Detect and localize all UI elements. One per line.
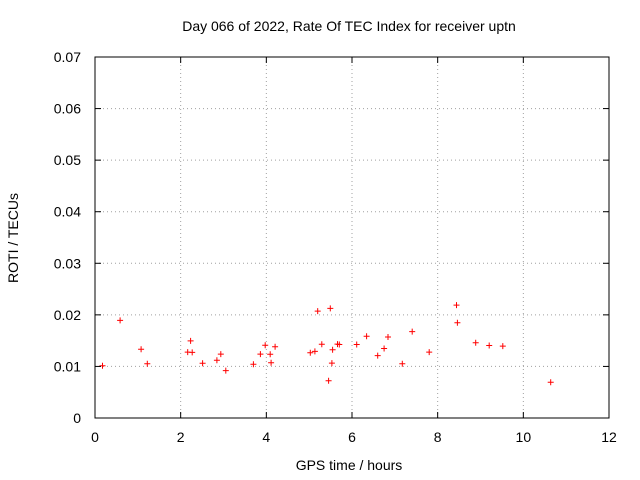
y-tick-label: 0 [73, 410, 81, 426]
x-tick-label: 2 [177, 429, 185, 445]
y-tick-label: 0.03 [54, 255, 81, 271]
y-tick-label: 0.01 [54, 358, 81, 374]
y-tick-label: 0.04 [54, 204, 81, 220]
x-tick-label: 6 [348, 429, 356, 445]
x-tick-label: 8 [434, 429, 442, 445]
y-tick-label: 0.06 [54, 101, 81, 117]
data-points [99, 302, 554, 386]
axes: 0 2 4 6 8 10 12 0 0.01 0.02 0.03 0.04 0.05 0.06 0.07 [54, 49, 617, 445]
y-axis-label: ROTI / TECUs [5, 193, 21, 283]
y-tick-label: 0.05 [54, 152, 81, 168]
y-tick-label: 0.02 [54, 307, 81, 323]
x-axis-label: GPS time / hours [296, 457, 403, 473]
x-tick-label: 10 [516, 429, 532, 445]
grid [95, 57, 609, 418]
x-tick-label: 4 [262, 429, 270, 445]
x-tick-label: 0 [91, 429, 99, 445]
y-tick-label: 0.07 [54, 49, 81, 65]
chart-title: Day 066 of 2022, Rate Of TEC Index for r… [182, 18, 516, 34]
x-tick-label: 12 [601, 429, 617, 445]
roti-markers [99, 302, 554, 386]
